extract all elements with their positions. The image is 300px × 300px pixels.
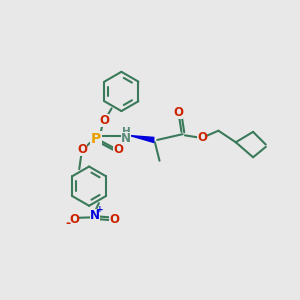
Text: O: O	[197, 131, 207, 144]
Text: O: O	[77, 143, 87, 156]
Text: O: O	[113, 143, 123, 156]
Text: N: N	[90, 208, 100, 221]
Text: P: P	[91, 132, 101, 146]
Text: -: -	[65, 217, 70, 230]
Text: H: H	[122, 127, 130, 137]
Text: O: O	[173, 106, 183, 119]
Polygon shape	[130, 136, 154, 142]
Text: N: N	[121, 132, 131, 145]
Text: O: O	[109, 213, 119, 226]
Text: +: +	[96, 206, 104, 214]
Text: O: O	[99, 114, 109, 127]
Text: O: O	[69, 213, 79, 226]
